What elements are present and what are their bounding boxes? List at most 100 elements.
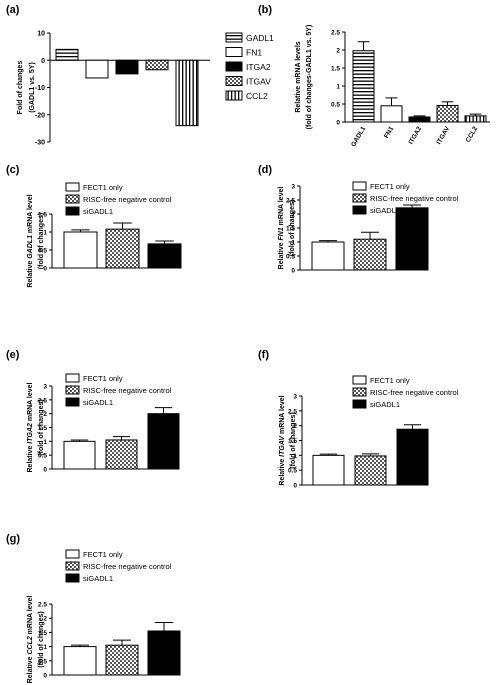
y-axis-label: Relative mRNA levels (295, 41, 302, 112)
legend-entry: FECT1 only (83, 183, 123, 192)
bar (353, 238, 387, 271)
bar (352, 50, 375, 123)
y-axis-label-line2: (fold of changes) (38, 611, 45, 667)
legend-swatch (65, 573, 80, 583)
legend-entry: siGADL1 (83, 207, 113, 216)
y-tick-label: 0.5 (38, 248, 47, 255)
legend-entry: siGADL1 (83, 398, 113, 407)
legend-entry: siGADL1 (370, 400, 400, 409)
y-tick-label: 2.5 (286, 198, 295, 205)
legend-entry: RISC-free negative control (83, 386, 172, 395)
y-tick-label: 2.5 (38, 397, 47, 404)
y-tick-label: 1 (293, 453, 297, 460)
legend-swatch (225, 32, 243, 43)
bar (147, 630, 181, 676)
y-axis-label-line2: (fold of changes) (38, 399, 45, 455)
bar (354, 455, 387, 486)
legend-swatch (225, 47, 243, 57)
legend: FECT1 only RISC-free negative control siGA… (352, 375, 459, 409)
bar (312, 454, 345, 486)
bar (436, 104, 459, 123)
y-tick-label: 1 (43, 644, 47, 651)
x-tick-label: GADL1 (350, 125, 367, 148)
legend-entry: ITGAV (246, 77, 271, 87)
legend-swatch (352, 375, 367, 385)
y-tick-label: 1.5 (286, 226, 295, 233)
legend-swatch (65, 194, 80, 204)
chart-panel: (b) 0 0.5 1 1.5 2 2.5 Relative mRNA levels (fold… (258, 4, 490, 148)
legend-swatch (352, 205, 367, 215)
legend-entry: ITGA2 (246, 62, 271, 72)
panel-label: (a) (6, 4, 20, 16)
legend-swatch (65, 561, 80, 571)
legend-entry: RISC-free negative control (370, 388, 459, 397)
y-tick-label: -20 (35, 112, 45, 119)
bar (380, 105, 403, 123)
chart-panel: (f) 0 0.5 1 1.5 2 2.5 3 Relative ITGAV mRNA leve… (258, 349, 459, 490)
y-tick-label: 10 (37, 31, 45, 38)
legend-entry: FECT1 only (370, 376, 410, 385)
panel-label: (g) (6, 533, 20, 545)
y-axis-label: Relative ITGAV mRNA level (279, 395, 286, 485)
y-tick-label: 1.5 (288, 438, 297, 445)
y-tick-label: 0.5 (38, 658, 47, 665)
chart-panel: (e) 0 0.5 1 1.5 2 2.5 3 Relative ITGA2 mRNA leve… (6, 349, 180, 474)
legend: FECT1 only RISC-free negative control siGA… (65, 182, 172, 216)
y-tick-label: 3 (291, 184, 295, 191)
legend: GADL1 FN1 ITGA2 ITGAV CCL2 (225, 32, 274, 101)
legend-entry: FN1 (246, 48, 262, 58)
bar (395, 207, 429, 271)
y-tick-label: 1.5 (38, 212, 47, 219)
legend-swatch (352, 399, 367, 409)
legend-swatch (352, 181, 367, 191)
y-axis-label-line2: (fold of changes) (290, 412, 297, 468)
panel-label: (d) (258, 164, 272, 176)
y-tick-label: 2 (293, 423, 297, 430)
legend: FECT1 only RISC-free negative control siGA… (65, 549, 172, 583)
y-tick-label: 0 (41, 58, 45, 65)
bar (105, 228, 140, 269)
legend-entry: siGADL1 (370, 206, 400, 215)
y-tick-label: 2.5 (38, 602, 47, 609)
legend-swatch (65, 549, 80, 559)
y-tick-label: 2.5 (288, 408, 297, 415)
y-tick-label: 0 (43, 266, 47, 273)
y-tick-label: 0.5 (286, 254, 295, 261)
bar (147, 413, 180, 470)
legend: FECT1 only RISC-free negative control siGA… (352, 181, 459, 215)
legend-swatch (65, 385, 80, 395)
legend-swatch (65, 182, 80, 192)
bar (396, 428, 429, 486)
panel-label: (c) (6, 164, 20, 176)
y-tick-label: 1.5 (38, 630, 47, 637)
legend-entry: FECT1 only (83, 550, 123, 559)
y-tick-label: -10 (35, 85, 45, 92)
y-axis-label-line2: (fold of changes) (38, 213, 45, 269)
legend: FECT1 only RISC-free negative control siGA… (65, 373, 172, 407)
legend-swatch (65, 397, 80, 407)
legend-entry: RISC-free negative control (83, 562, 172, 571)
x-tick-label: CCL2 (465, 125, 480, 144)
y-tick-label: 1 (43, 230, 47, 237)
bar (464, 115, 487, 123)
chart-panel: (g) 0 0.5 1 1.5 2 2.5 Relative CCL2 mRNA level (… (6, 533, 181, 683)
y-axis-label-line2: (fold of changes-GADL1 vs. 5Y) (306, 25, 313, 130)
legend-swatch (352, 387, 367, 397)
y-tick-label: 0 (336, 120, 340, 127)
panel-label: (f) (258, 349, 269, 361)
y-tick-label: 0.5 (288, 468, 297, 475)
y-tick-label: 3 (293, 394, 297, 401)
y-tick-label: 1 (336, 84, 340, 91)
legend-swatch (65, 373, 80, 383)
bar (408, 116, 431, 123)
legend-swatch (225, 90, 243, 101)
bar (105, 644, 139, 676)
chart-panel: (c) 0 0.5 1 1.5 Relative GADL1 mRNA level (fol… (6, 164, 182, 288)
x-tick-label: ITGA2 (408, 125, 424, 145)
y-tick-label: 0 (293, 483, 297, 490)
legend-swatch (225, 76, 243, 86)
y-tick-label: 0.5 (331, 102, 340, 109)
y-tick-label: 0 (43, 467, 47, 474)
y-tick-label: 1 (43, 439, 47, 446)
